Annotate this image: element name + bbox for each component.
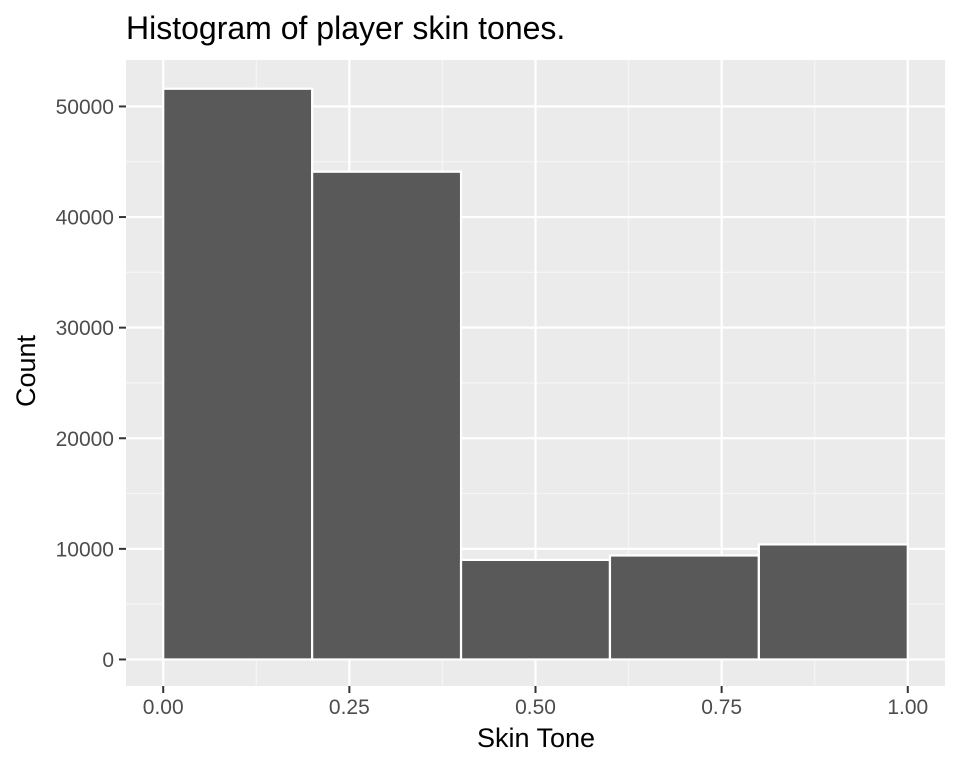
y-tick-label: 40000 [56,207,114,230]
chart-title: Histogram of player skin tones. [126,10,565,46]
y-axis: 0 10000 20000 30000 40000 50000 [56,96,126,672]
y-tick-label: 10000 [56,538,114,561]
x-axis-title: Skin Tone [477,723,595,753]
y-axis-title: Count [11,334,41,407]
x-tick-label: 0.00 [143,696,184,719]
x-tick-label: 0.25 [329,696,370,719]
histogram-bar-5 [757,543,909,661]
y-tick-label: 0 [102,649,114,672]
x-axis: 0.00 0.25 0.50 0.75 1.00 [143,686,928,719]
y-tick-label: 30000 [56,317,114,340]
x-tick-label: 0.50 [515,696,556,719]
histogram-bars [162,87,909,661]
y-tick-label: 20000 [56,428,114,451]
histogram-bar-3 [459,558,612,661]
y-tick-label: 50000 [56,96,114,119]
histogram-bar-1 [162,87,314,661]
histogram-bar-4 [608,554,760,661]
x-tick-label: 1.00 [887,696,928,719]
histogram-bar-2 [311,170,463,661]
x-tick-label: 0.75 [701,696,742,719]
